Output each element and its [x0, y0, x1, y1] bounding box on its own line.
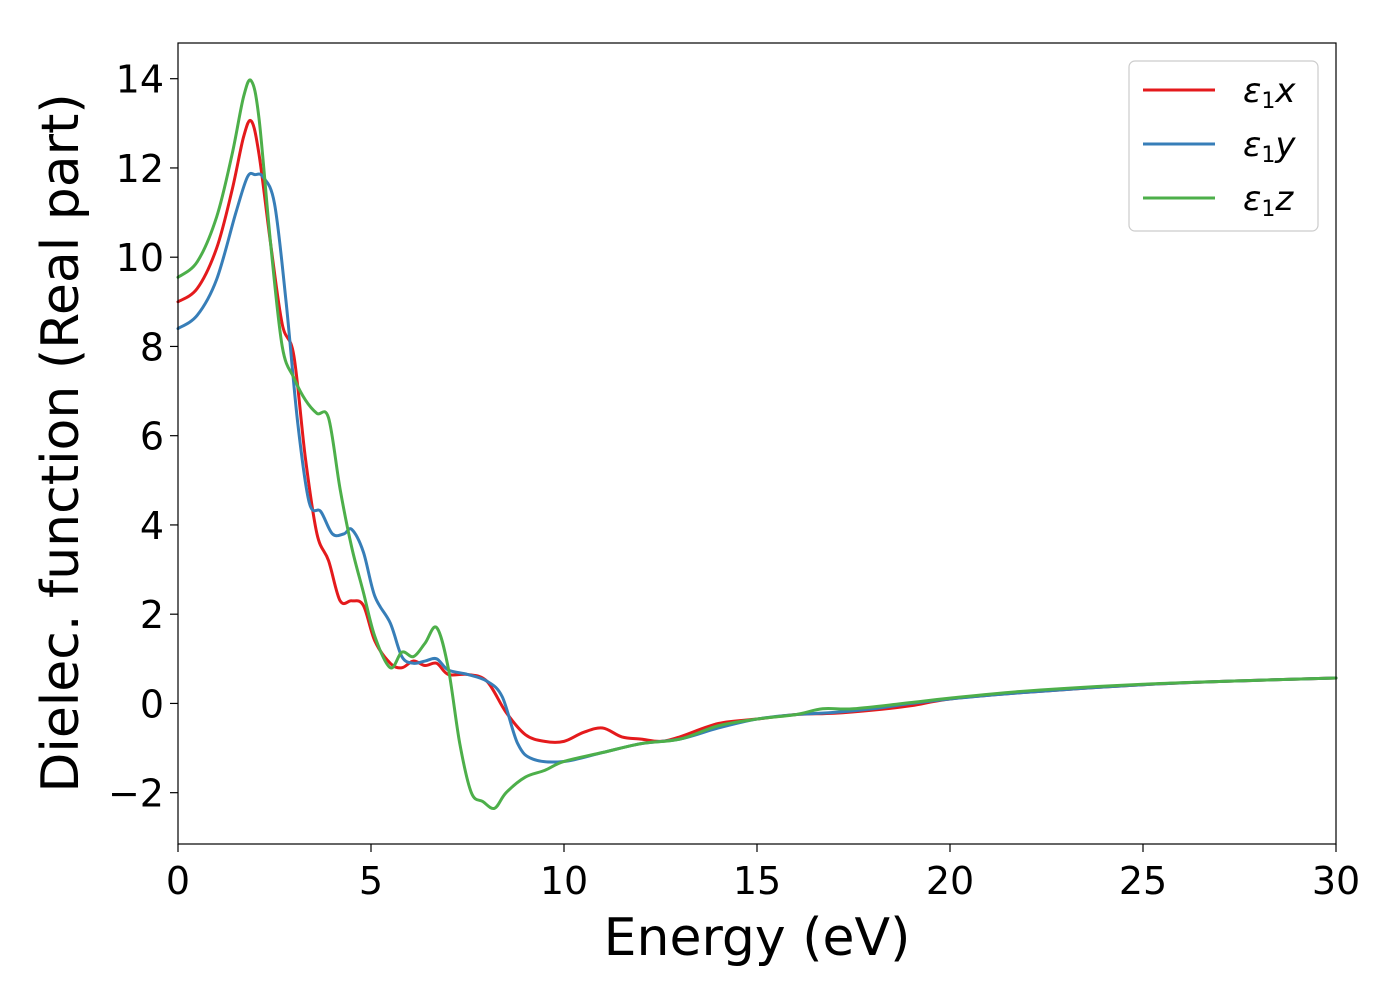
x-tick-label: 10 [540, 859, 588, 903]
series-line-z [176, 78, 1338, 811]
x-tick-label: 0 [166, 859, 190, 903]
x-axis-label: Energy (eV) [604, 908, 911, 968]
x-tick-label: 5 [359, 859, 383, 903]
x-tick-label: 15 [733, 859, 781, 903]
x-tick-label: 30 [1312, 859, 1360, 903]
x-tick-label: 25 [1119, 859, 1167, 903]
legend-label-y: ε1y [1243, 125, 1296, 168]
y-tick-label: 6 [140, 415, 164, 459]
y-tick-label: 8 [140, 325, 164, 369]
x-tick-label: 20 [926, 859, 974, 903]
y-tick-label: 10 [116, 236, 164, 280]
y-axis-label: Dielec. function (Real part) [31, 93, 91, 792]
series-line-y [176, 171, 1338, 764]
x-axis: 0 5 10 15 20 25 30 [166, 844, 1360, 903]
y-tick-label: 14 [116, 58, 164, 102]
legend-label-x: ε1x [1243, 71, 1296, 114]
y-tick-label: 12 [116, 147, 164, 191]
y-tick-label: 2 [140, 593, 164, 637]
y-tick-label: 0 [140, 682, 164, 726]
legend-label-z: ε1z [1243, 179, 1294, 222]
series-layer [176, 78, 1338, 811]
y-axis: −2 0 2 4 6 8 10 12 14 [108, 58, 178, 816]
legend-frame [1128, 60, 1319, 232]
y-tick-label: −2 [108, 772, 164, 816]
legend: ε1x ε1y ε1z [1128, 60, 1319, 232]
y-tick-label: 4 [140, 504, 164, 548]
